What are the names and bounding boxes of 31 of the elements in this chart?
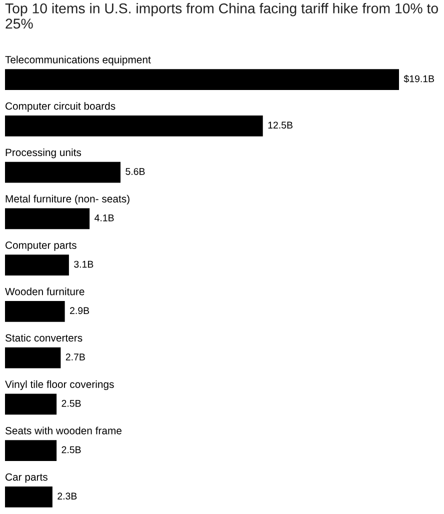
data-label: 2.7B (66, 354, 85, 360)
y-tick-label: Static converters (5, 334, 82, 342)
y-tick-label: Seats with wooden frame (5, 426, 122, 434)
data-label: 12.5B (268, 122, 292, 129)
chart-title: Top 10 items in U.S. imports from China facing tariff hike from 10% to 25% (5, 3, 438, 29)
data-label: 4.1B (94, 214, 114, 222)
y-tick-label: Car parts (6, 473, 48, 483)
data-label: $19.1B (404, 74, 434, 83)
bar (5, 208, 90, 230)
data-label: 2.5B (62, 400, 81, 407)
y-tick-label: Telecommunications equipment (5, 56, 151, 66)
bar (5, 254, 69, 276)
bar (5, 69, 399, 90)
bar (5, 347, 61, 368)
data-label: 2.5B (62, 446, 81, 454)
y-tick-label: Wooden furniture (5, 288, 84, 296)
y-tick-label: Processing units (6, 148, 82, 158)
data-label: 3.1B (74, 260, 94, 268)
y-tick-label: Computer parts (6, 241, 76, 251)
y-tick-label: Metal furniture (non- seats) (6, 194, 130, 205)
data-label: 5.6B (126, 168, 145, 175)
bar (5, 486, 52, 508)
bar (5, 394, 57, 415)
data-label: 2.3B (58, 492, 77, 500)
bar (5, 301, 65, 322)
bar (5, 116, 263, 136)
bar (5, 440, 57, 462)
bar (5, 162, 121, 183)
y-tick-label: Vinyl tile floor coverings (5, 380, 114, 390)
data-label: 2.9B (70, 307, 90, 314)
y-tick-label: Computer circuit boards (6, 102, 116, 112)
